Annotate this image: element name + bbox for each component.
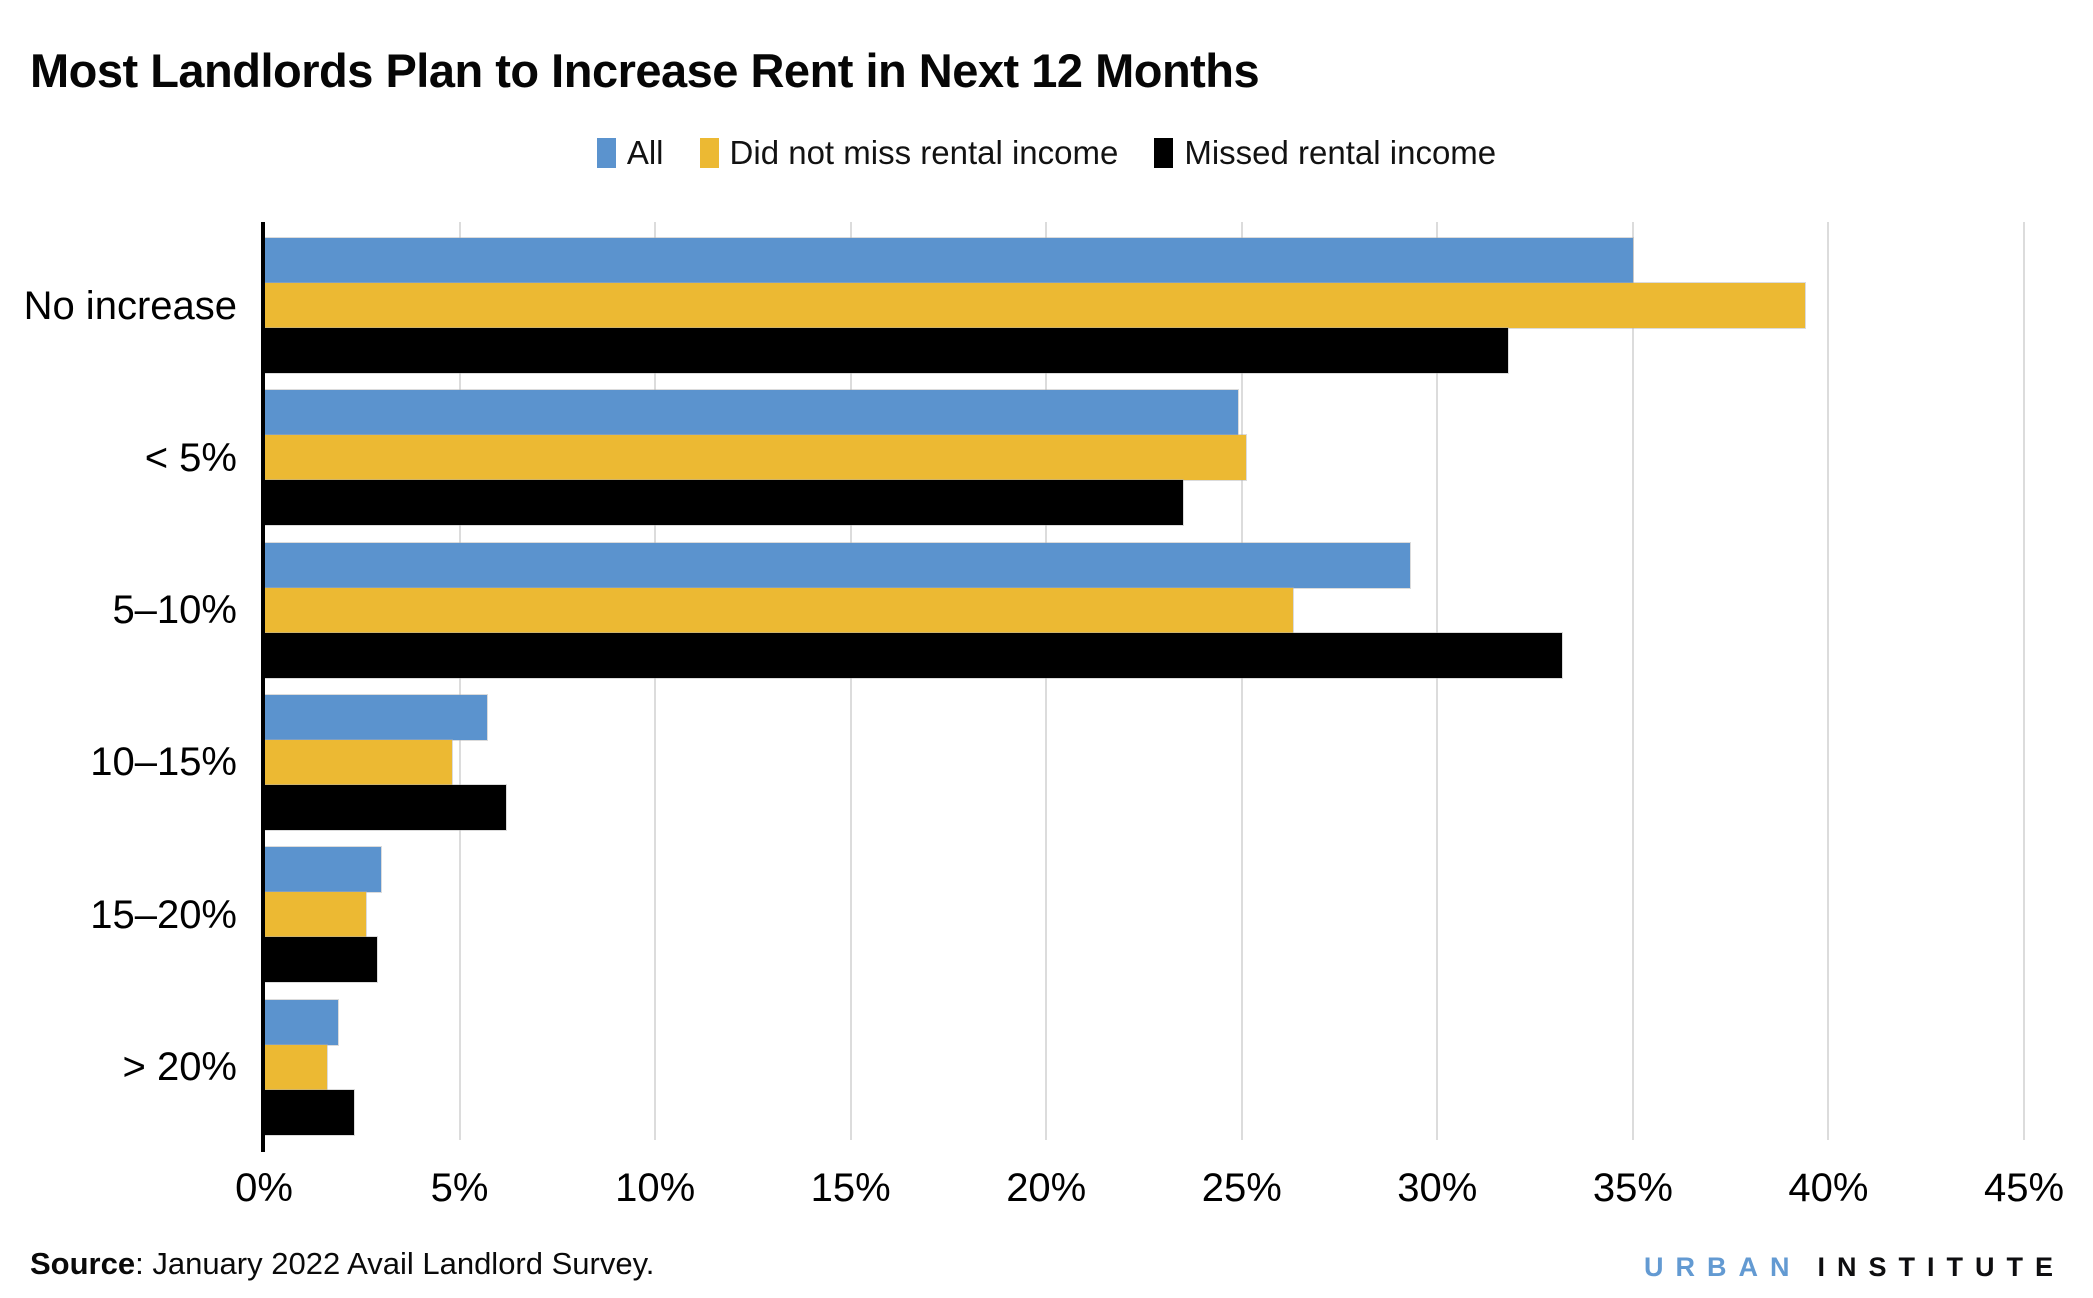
category-label: No increase [23, 283, 237, 328]
bar-0-0 [264, 238, 1633, 283]
bar-2-2 [264, 632, 1563, 678]
chart-title: Most Landlords Plan to Increase Rent in … [30, 44, 1260, 98]
gridline [1827, 222, 1830, 1140]
bar-1-4 [264, 892, 366, 938]
bar-1-5 [264, 1044, 327, 1090]
category-label: 15–20% [90, 892, 237, 937]
bar-0-2 [264, 542, 1410, 588]
bar-0-1 [264, 390, 1238, 436]
gridline [1045, 222, 1048, 1140]
legend-swatch-icon [596, 138, 616, 168]
x-tick-label: 5% [430, 1166, 489, 1210]
category-label: > 20% [122, 1045, 237, 1089]
legend-label: All [626, 134, 664, 171]
urban-institute-logo: URBAN INSTITUTE [1644, 1252, 2065, 1283]
x-tick-label: 40% [1788, 1166, 1869, 1210]
logo-word-institute: INSTITUTE [1817, 1252, 2065, 1282]
category-label: 5–10% [112, 588, 237, 633]
legend-item-1: Did not miss rental income [699, 134, 1119, 172]
bar-2-5 [264, 1089, 354, 1135]
x-tick-label: 45% [1983, 1166, 2065, 1210]
bar-0-3 [264, 694, 487, 740]
category-label: < 5% [144, 435, 237, 480]
bar-2-0 [264, 328, 1508, 373]
legend-item-2: Missed rental income [1154, 134, 1496, 172]
bar-1-1 [264, 435, 1246, 481]
x-tick-label: 15% [810, 1166, 891, 1210]
source-label: Source [30, 1246, 136, 1281]
gridline [458, 222, 461, 1140]
source-note: Source: January 2022 Avail Landlord Surv… [30, 1246, 654, 1282]
gridline [849, 222, 852, 1140]
bar-2-3 [264, 784, 507, 830]
x-tick-label: 20% [1006, 1166, 1087, 1210]
legend-label: Did not miss rental income [729, 134, 1119, 171]
x-tick-label: 10% [615, 1166, 696, 1210]
legend-swatch-icon [1154, 138, 1174, 168]
gridline [1436, 222, 1439, 1140]
plot-area [264, 222, 2025, 1140]
bar-0-5 [264, 999, 339, 1045]
gridline [1631, 222, 1634, 1140]
gridline [2023, 222, 2025, 1140]
bar-1-2 [264, 587, 1293, 633]
logo-word-urban: URBAN [1644, 1252, 1802, 1282]
gridline [1240, 222, 1243, 1140]
legend-label: Missed rental income [1184, 134, 1497, 171]
source-text: : January 2022 Avail Landlord Survey. [135, 1246, 655, 1281]
x-tick-label: 0% [235, 1166, 293, 1210]
bar-1-3 [264, 739, 452, 785]
bar-2-1 [264, 480, 1184, 526]
legend: All Did not miss rental income Missed rent… [0, 134, 2093, 172]
legend-item-0: All [596, 134, 664, 172]
legend-swatch-icon [699, 138, 719, 168]
category-label: 10–15% [90, 740, 237, 785]
x-tick-label: 30% [1397, 1166, 1478, 1210]
y-axis-line [261, 222, 265, 1152]
gridline [654, 222, 657, 1140]
x-tick-label: 35% [1592, 1166, 1673, 1210]
bar-1-0 [264, 283, 1805, 328]
x-tick-label: 25% [1201, 1166, 1282, 1210]
bar-2-4 [264, 937, 378, 983]
bar-0-4 [264, 847, 382, 893]
